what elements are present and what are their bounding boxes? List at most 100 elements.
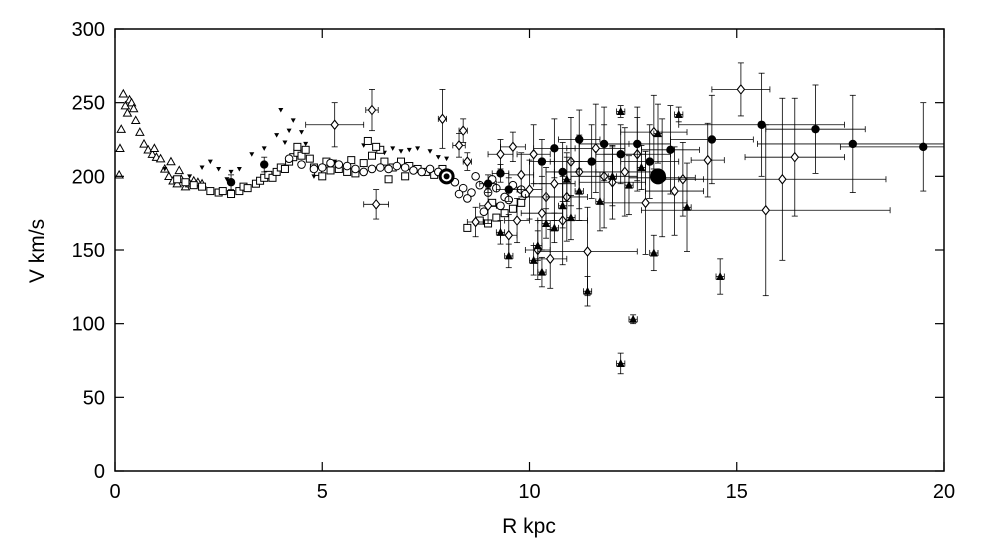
filled-circle-point (757, 120, 766, 129)
open-triangle-point (122, 107, 133, 117)
filled-circle-point (496, 169, 505, 178)
down-triangle-point (406, 147, 412, 153)
open-diamond-point (483, 200, 493, 212)
down-triangle-point (303, 141, 309, 147)
data-marks (114, 62, 945, 375)
filled-triangle-point (716, 272, 725, 281)
open-circle-point (400, 163, 410, 172)
down-triangle-point (274, 133, 280, 138)
open-triangle-point (172, 178, 183, 188)
open-square-point (463, 223, 472, 232)
filled-triangle-point (562, 174, 571, 183)
down-triangle-point (444, 156, 450, 162)
open-square-point (268, 173, 277, 182)
down-triangle-point (249, 152, 255, 157)
open-square-point (380, 157, 389, 166)
filled-triangle-point (529, 255, 538, 264)
filled-circle-point (504, 185, 513, 194)
open-square-point (305, 154, 314, 163)
filled-triangle-point (542, 218, 551, 227)
open-square-point (318, 172, 327, 181)
open-square-point (301, 145, 310, 154)
down-triangle-point (290, 118, 296, 123)
open-square-point (198, 182, 207, 191)
filled-circle-point (633, 139, 642, 149)
open-triangle-point (174, 165, 185, 175)
filled-triangle-point (533, 241, 542, 250)
filled-triangle-point (537, 267, 546, 276)
open-square-point (347, 156, 356, 165)
open-diamond-point (670, 185, 679, 197)
open-square-point (189, 181, 198, 190)
open-circle-point (467, 188, 476, 197)
open-circle-point (297, 160, 306, 169)
open-diamond-point (790, 151, 800, 163)
open-square-point (227, 190, 236, 199)
x-tick-label: 5 (317, 481, 328, 503)
series-filled-triangle (495, 103, 725, 375)
open-square-point (297, 151, 306, 160)
down-triangle-point (286, 128, 292, 134)
filled-circle-point (226, 178, 236, 187)
open-circle-point (351, 164, 360, 174)
open-circle-point (317, 163, 327, 172)
down-triangle-point (299, 130, 305, 135)
filled-triangle-point (616, 358, 625, 367)
open-triangle-point (155, 153, 166, 163)
filled-circle-point (550, 144, 559, 153)
open-square-point (508, 204, 517, 213)
y-tick-label: 200 (72, 166, 105, 188)
open-triangle-point (114, 169, 124, 179)
filled-circle-point (707, 135, 717, 144)
down-triangle-point (261, 146, 267, 151)
y-tick-label: 100 (72, 314, 105, 336)
down-triangle-point (398, 149, 404, 154)
open-square-point (401, 172, 410, 181)
open-diamond-point (525, 184, 534, 195)
open-diamond-point (778, 173, 787, 185)
open-square-point (181, 178, 190, 187)
filled-triangle-point (558, 201, 567, 210)
filled-triangle-point (550, 223, 559, 232)
open-circle-point (417, 167, 427, 177)
open-circle-point (471, 172, 480, 181)
open-diamond-point (761, 204, 771, 216)
filled-triangle-point (608, 171, 617, 180)
down-triangle-point (415, 146, 421, 151)
open-triangle-point (139, 138, 149, 148)
filled-circle-point (848, 139, 858, 149)
open-diamond-point (438, 113, 447, 125)
down-triangle-point (216, 166, 222, 172)
open-diamond-point (508, 141, 518, 153)
open-diamond-point (703, 154, 713, 166)
filled-triangle-point (624, 180, 633, 189)
down-triangle-point (282, 140, 288, 145)
series-open-diamond (305, 62, 891, 297)
open-diamond-point (512, 215, 522, 226)
filled-circle-point (645, 157, 654, 166)
y-tick-label: 150 (72, 240, 105, 262)
open-diamond-point (641, 197, 650, 209)
down-triangle-point (236, 166, 242, 172)
down-triangle-point (187, 174, 193, 179)
open-diamond-point (496, 148, 505, 160)
open-circle-point (384, 164, 393, 174)
filled-circle-point (558, 167, 567, 177)
open-circle-point (409, 166, 418, 175)
open-square-point (363, 136, 372, 145)
open-diamond-point (463, 156, 472, 167)
x-tick-label: 20 (933, 481, 955, 503)
down-triangle-point (278, 108, 284, 113)
open-square-point (384, 175, 393, 184)
open-circle-point (359, 167, 369, 177)
open-circle-point (284, 154, 294, 163)
open-triangle-point (147, 149, 158, 158)
open-diamond-point (550, 178, 559, 190)
open-square-point (372, 142, 381, 151)
open-triangle-point (115, 143, 125, 153)
open-diamond-point (620, 166, 630, 178)
series-open-square (173, 136, 526, 232)
open-circle-point (334, 160, 344, 169)
open-circle-point (309, 164, 319, 174)
